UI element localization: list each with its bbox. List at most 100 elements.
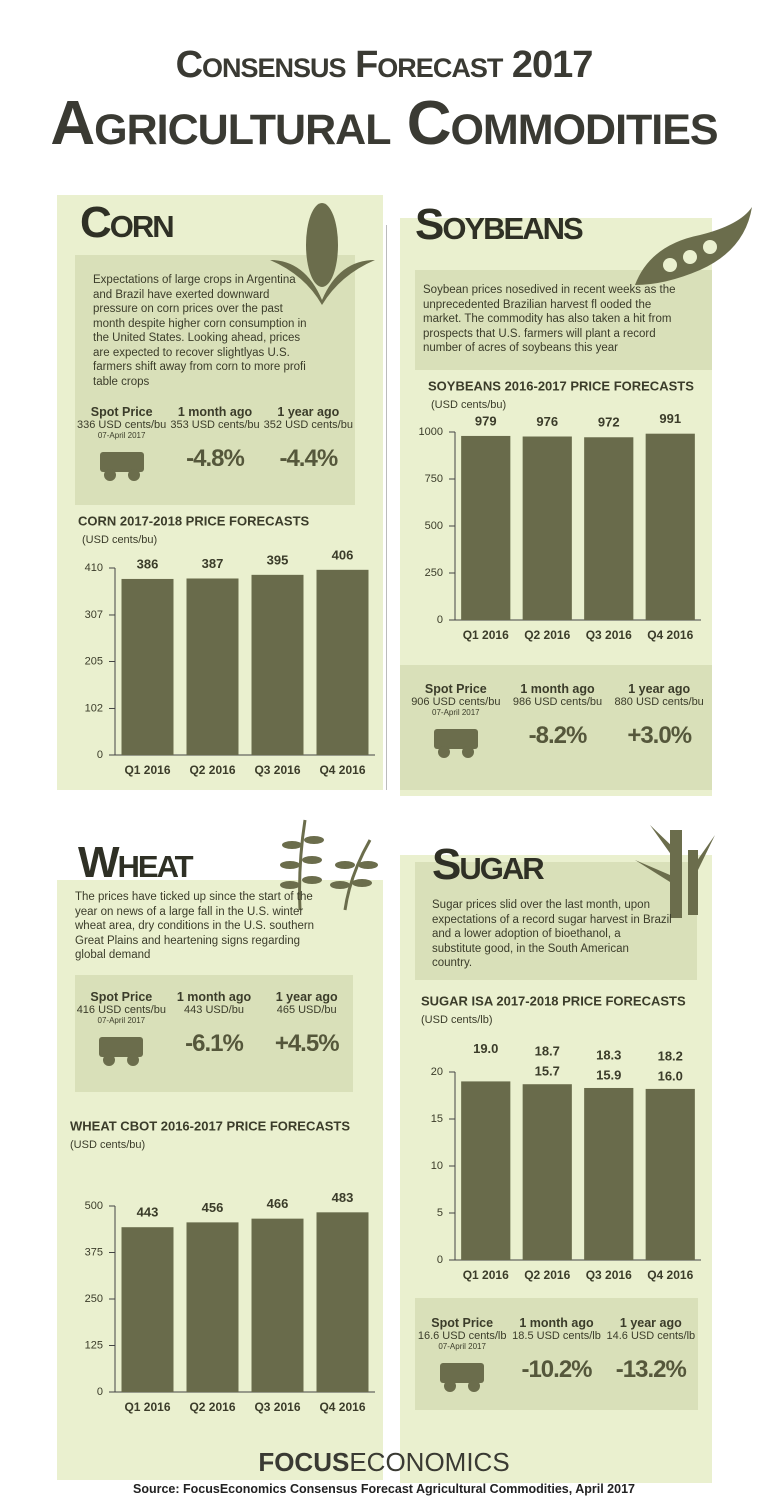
- stat-icon: [99, 1037, 144, 1066]
- value-label: 483: [332, 1190, 354, 1205]
- chart: SOYBEANS 2016-2017 PRICE FORECASTS (USD c…: [419, 378, 701, 642]
- stat-icon: [440, 1363, 485, 1392]
- x-tick-label: Q3 2016: [254, 1400, 300, 1414]
- x-tick-label: Q2 2016: [189, 1400, 235, 1414]
- stat-label: Spot Price: [90, 990, 153, 1004]
- source: Source: FocusEconomics Consensus Forecas…: [133, 1482, 635, 1496]
- chart: CORN 2017-2018 PRICE FORECASTS (USD cents…: [78, 513, 375, 777]
- value-label: 19.0: [473, 1041, 498, 1056]
- brand-bold: FOCUS: [258, 1447, 350, 1477]
- y-tick-label: 250: [85, 1293, 103, 1305]
- x-tick-label: Q4 2016: [319, 763, 365, 777]
- divider: [386, 225, 387, 790]
- y-tick-label: 125: [85, 1339, 103, 1351]
- y-tick-label: 0: [437, 614, 443, 626]
- header-line1: Consensus Forecast 2017: [175, 44, 594, 86]
- chart-title: CORN 2017-2018 PRICE FORECASTS: [78, 513, 310, 528]
- stat-value: 18.5 USD cents/lb: [512, 1330, 601, 1342]
- stat-date: 07-April 2017: [432, 708, 480, 717]
- value-label: 976: [536, 414, 558, 429]
- value-label: 466: [267, 1196, 289, 1211]
- y-tick-label: 10: [431, 1160, 443, 1172]
- x-tick-label: Q1 2016: [124, 763, 170, 777]
- brand: FOCUSECONOMICS: [0, 1447, 768, 1478]
- x-tick-label: Q2 2016: [524, 628, 570, 642]
- stat-value: 443 USD/bu: [184, 1004, 244, 1016]
- stat-change: -13.2%: [615, 1356, 687, 1383]
- value-label: 979: [475, 413, 497, 428]
- section-text: Sugar prices slid over the last month, u…: [432, 899, 672, 969]
- axis-unit: (USD cents/lb): [421, 1014, 493, 1026]
- y-tick-label: 5: [437, 1207, 443, 1219]
- y-tick-label: 410: [85, 562, 103, 574]
- wheat-icon: [280, 819, 378, 911]
- y-tick-label: 0: [97, 1386, 103, 1398]
- axis-unit: (USD cents/bu): [70, 1139, 145, 1151]
- x-tick-label: Q3 2016: [586, 1268, 632, 1282]
- x-tick-label: Q2 2016: [189, 763, 235, 777]
- section-title: Wheat: [78, 838, 194, 887]
- year-column: 1 year ago 880 USD cents/bu +3.0%: [608, 682, 710, 787]
- sugar-stats-box: [415, 1298, 698, 1410]
- value-label: 406: [332, 547, 354, 562]
- stat-date: 07-April 2017: [97, 431, 146, 440]
- header-line2: Agricultural Commodities: [50, 89, 718, 158]
- stat-label: 1 year ago: [619, 1316, 682, 1330]
- stat-value: 14.6 USD cents/lb: [606, 1330, 696, 1342]
- soy-stats-box: [400, 665, 712, 790]
- stat-change: +4.5%: [274, 1030, 340, 1057]
- y-tick-label: 0: [437, 1254, 443, 1266]
- stat-change: -10.2%: [521, 1356, 592, 1383]
- stat-date: 07-April 2017: [97, 1016, 146, 1025]
- spot-column: Spot Price 336 USD cents/bu 07-April 2017: [75, 405, 168, 500]
- section-text: The prices have ticked up since the star…: [75, 891, 315, 961]
- value-label: 18.2: [658, 1048, 683, 1063]
- stat-value: 986 USD cents/bu: [512, 696, 603, 708]
- month-column: 1 month ago 986 USD cents/bu -8.2%: [507, 682, 609, 787]
- bar: [645, 1088, 695, 1260]
- stat-label: 1 month ago: [520, 682, 595, 696]
- stat-value: 352 USD cents/bu: [263, 419, 353, 431]
- x-tick-label: Q1 2016: [463, 628, 509, 642]
- bar: [186, 1222, 239, 1392]
- stat-icon: [99, 452, 144, 481]
- y-tick-label: 500: [425, 520, 443, 532]
- year-column: 1 year ago 465 USD/bu +4.5%: [260, 990, 353, 1090]
- value-label: 991: [659, 411, 681, 426]
- y-tick-label: 102: [85, 702, 103, 714]
- stat-change: +3.0%: [627, 722, 692, 749]
- month-column: 1 month ago 443 USD/bu -6.1%: [168, 990, 261, 1090]
- wheat-stats-box: [75, 975, 353, 1092]
- stats: Spot Price 416 USD cents/bu 07-April 2017 1…: [75, 990, 353, 1090]
- value-label: 395: [267, 552, 289, 567]
- y-tick-label: 500: [85, 1200, 103, 1212]
- x-tick-label: Q4 2016: [647, 628, 693, 642]
- bar: [251, 1218, 304, 1392]
- chart: SUGAR ISA 2017-2018 PRICE FORECASTS (USD …: [421, 993, 701, 1282]
- stat-value: 465 USD/bu: [276, 1004, 337, 1016]
- stat-label: Spot Price: [424, 682, 487, 696]
- value-label: 18.7: [535, 1044, 560, 1059]
- stat-date: 07-April 2017: [438, 1342, 486, 1351]
- section-text: Soybean prices nosedived in recent weeks…: [423, 284, 676, 354]
- y-tick-label: 375: [85, 1246, 103, 1258]
- x-tick-label: Q3 2016: [586, 628, 632, 642]
- stat-value: 353 USD cents/bu: [170, 419, 260, 431]
- bar: [461, 1081, 511, 1260]
- sugar-icon: [635, 825, 715, 918]
- stats: Spot Price 336 USD cents/bu 07-April 2017 1…: [75, 405, 355, 500]
- bar: [461, 435, 511, 620]
- annotation: 16.0: [658, 1068, 683, 1083]
- y-tick-label: 250: [425, 567, 443, 579]
- chart: WHEAT CBOT 2016-2017 PRICE FORECASTS (USD…: [70, 1118, 375, 1414]
- x-tick-label: Q3 2016: [254, 763, 300, 777]
- section-text: Expectations of large crops in Argentina…: [93, 274, 307, 388]
- value-label: 443: [137, 1205, 159, 1220]
- value-label: 972: [598, 415, 620, 430]
- sugar-box: [415, 862, 697, 980]
- spot-column: Spot Price 906 USD cents/bu 07-April 2017: [405, 682, 507, 787]
- bar: [316, 569, 369, 755]
- month-column: 1 month ago 18.5 USD cents/lb -10.2%: [509, 1316, 603, 1408]
- y-tick-label: 20: [431, 1066, 443, 1078]
- stat-change: -4.4%: [279, 445, 338, 472]
